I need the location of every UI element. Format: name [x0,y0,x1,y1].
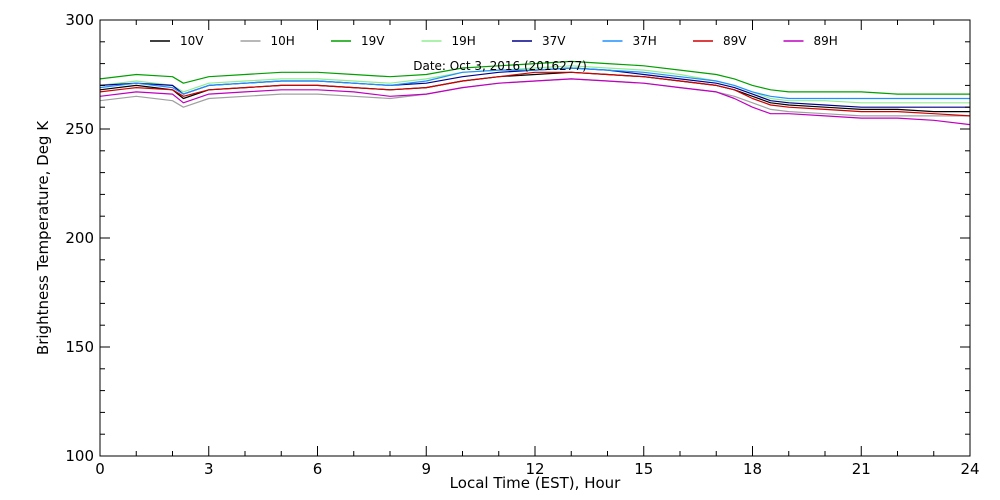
x-tick-label: 21 [852,460,871,478]
series-line-37h [99,67,970,100]
x-tick-label: 18 [743,460,762,478]
legend-label-10v: 10V [180,34,204,48]
series-line-89h [99,78,971,126]
date-annotation: Date: Oct 3, 2016 (2016277) [413,59,587,73]
series-line-19h [99,65,970,104]
axes-layer: 0 3 6 9 12 15 18 21 24 100 150 200 250 300 [65,11,979,478]
series-line-89v [99,71,971,117]
legend-label-37v: 37V [542,34,566,48]
x-axis-title: Local Time (EST), Hour [450,474,621,492]
x-tick-label: 12 [525,460,544,478]
legend-label-19h: 19H [452,34,476,48]
legend-label-37h: 37H [633,34,657,48]
x-tick-label: 3 [204,460,214,478]
y-tick-label: 300 [65,11,94,29]
y-tick-label: 150 [65,338,94,356]
x-tick-label: 15 [634,460,653,478]
legend: 10V 10H 19V 19H 37V 37H 89V 89H [150,34,838,48]
legend-label-89h: 89H [814,34,838,48]
y-tick-label: 200 [65,229,94,247]
y-axis-title: Brightness Temperature, Deg K [34,120,52,355]
series-layer [99,60,971,126]
series-line-19v [99,60,970,95]
x-tick-label: 6 [313,460,323,478]
x-tick-label: 0 [95,460,105,478]
x-tick-label: 9 [421,460,431,478]
legend-label-89v: 89V [723,34,747,48]
y-tick-label: 250 [65,120,94,138]
y-tick-label: 100 [65,447,94,465]
x-tick-label: 24 [960,460,979,478]
legend-label-19v: 19V [361,34,385,48]
legend-label-10h: 10H [271,34,295,48]
